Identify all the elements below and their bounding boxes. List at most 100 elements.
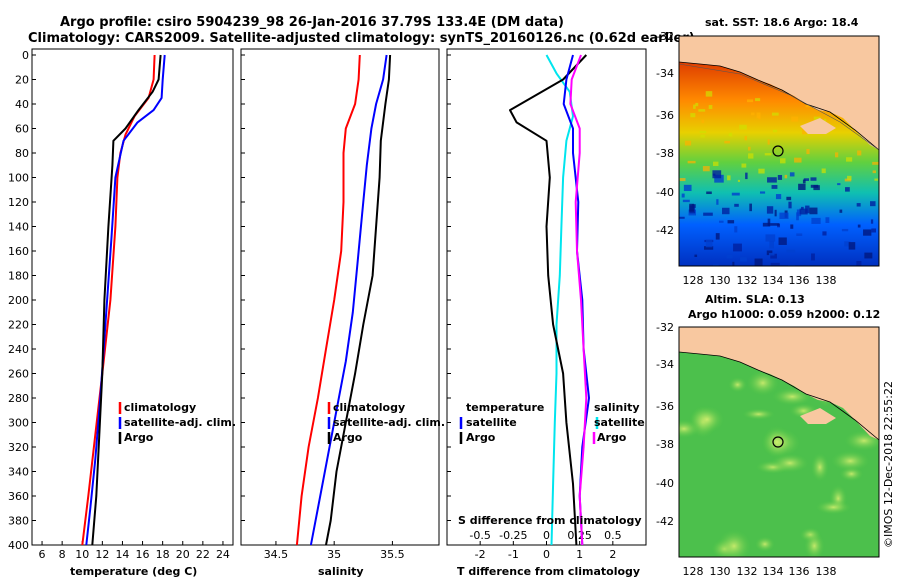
- s-difference-xlabel: S difference from climatology: [458, 514, 642, 527]
- sst-speckle: [835, 152, 839, 158]
- y-tick-label: 120: [8, 196, 29, 209]
- sst-speckle: [872, 161, 879, 165]
- x-tick-label: 8: [59, 548, 66, 561]
- sst-lat-label: -34: [656, 67, 674, 80]
- sst-speckle: [802, 179, 806, 184]
- sst-speckle: [784, 174, 788, 179]
- sla-lat-label: -42: [656, 515, 674, 528]
- sst-speckle: [803, 178, 810, 181]
- sla-lat-label: -34: [656, 358, 674, 371]
- sst-speckle: [732, 261, 735, 266]
- sst-speckle: [870, 219, 874, 224]
- sst-speckle: [767, 177, 777, 183]
- sst-texture: [679, 90, 879, 266]
- sst-speckle: [780, 158, 786, 164]
- sst-speckle: [799, 208, 808, 215]
- sst-speckle: [713, 161, 719, 166]
- sst-speckle: [796, 209, 802, 217]
- x-top-tick-label: 0.25: [567, 529, 592, 542]
- sst-speckle: [810, 177, 817, 181]
- x-tick-label: 2: [609, 548, 616, 561]
- sst-speckle: [846, 157, 853, 162]
- sst-speckle: [801, 206, 804, 210]
- sst-speckle: [700, 134, 705, 138]
- sst-speckle: [863, 229, 872, 236]
- sst-map-frame: [678, 35, 880, 267]
- sla-lat-label: -32: [656, 321, 674, 334]
- sst-speckle: [722, 207, 730, 215]
- sst-speckle: [813, 116, 821, 120]
- sla-anomaly-blob: [688, 404, 726, 434]
- sst-speckle: [771, 112, 779, 116]
- sst-lat-label: -32: [656, 30, 674, 43]
- sla-lon-label: 132: [737, 565, 758, 578]
- sla-map: [679, 327, 879, 557]
- sst-lon-label: 134: [763, 274, 784, 287]
- difference-plot: -2 -1 0 1 2 -0.5 -0.25 0 0.25 0.5: [469, 54, 622, 561]
- legend-argo: Argo: [333, 431, 363, 444]
- x-tick-label: -2: [475, 548, 486, 561]
- sla-argo-location-marker: [772, 436, 784, 448]
- x-tick-label: 35.5: [380, 548, 405, 561]
- sst-speckle: [693, 104, 696, 109]
- y-tick-label: 80: [15, 147, 29, 160]
- x-top-tick-label: -0.25: [499, 529, 527, 542]
- sst-lat-label: -42: [656, 224, 674, 237]
- sst-speckle: [734, 226, 738, 233]
- sst-speckle: [809, 207, 818, 215]
- sla-anomaly-blob: [761, 424, 793, 460]
- sst-speckle: [744, 135, 748, 141]
- sst-speckle: [775, 194, 782, 200]
- sst-speckle: [733, 243, 742, 252]
- sst-speckle: [716, 199, 719, 205]
- legend-temperature-title: temperature: [466, 401, 544, 414]
- sst-speckle: [806, 148, 810, 155]
- sst-speckle: [740, 257, 747, 262]
- legend-satellite-adj: satellite-adj. clim.: [124, 416, 236, 429]
- sst-speckle: [715, 233, 720, 240]
- y-tick-label: 360: [8, 490, 29, 503]
- y-tick-label: 240: [8, 343, 29, 356]
- sst-speckle: [762, 222, 771, 227]
- sst-lat-label: -36: [656, 109, 674, 122]
- x-tick-label: -1: [508, 548, 519, 561]
- sst-speckle: [848, 242, 856, 250]
- sla-anomaly-blob: [727, 376, 748, 393]
- legend-climatology: climatology: [333, 401, 405, 414]
- sst-lon-label: 130: [710, 274, 731, 287]
- legend-salinity-title: salinity: [594, 401, 640, 414]
- sst-speckle: [745, 172, 748, 180]
- sst-speckle: [767, 139, 770, 145]
- sst-speckle: [770, 262, 780, 266]
- sst-speckle: [810, 184, 819, 188]
- sst-isobath: [679, 63, 879, 151]
- sla-lat-label: -38: [656, 438, 674, 451]
- sla-anomaly-blob: [829, 449, 872, 473]
- series-line-temperature-satellite: [545, 54, 574, 546]
- sst-speckle: [683, 184, 692, 192]
- x-tick-label: 6: [39, 548, 46, 561]
- legend-s-satellite: satellite: [594, 416, 645, 429]
- sst-speckle: [789, 172, 795, 177]
- sst-speckle: [823, 118, 827, 123]
- sst-speckle: [870, 201, 876, 207]
- y-tick-label: 300: [8, 417, 29, 430]
- sst-speckle: [770, 223, 780, 226]
- sst-speckle: [779, 212, 789, 219]
- x-tick-label: 12: [95, 548, 109, 561]
- sla-anomaly-blob: [803, 530, 826, 557]
- sst-speckle: [703, 212, 713, 216]
- sst-speckle: [772, 129, 778, 133]
- sst-argo-location-marker: [772, 145, 784, 157]
- legend-climatology: climatology: [124, 401, 196, 414]
- x-tick-label: 14: [115, 548, 129, 561]
- sst-speckle: [724, 140, 731, 144]
- y-tick-label: 400: [8, 539, 29, 552]
- sst-speckle: [874, 178, 879, 181]
- sst-speckle: [764, 153, 772, 156]
- sst-speckle: [791, 116, 799, 122]
- title-line1: Argo profile: csiro 5904239_98 26-Jan-20…: [60, 15, 564, 30]
- x-top-tick-label: 0.5: [604, 529, 622, 542]
- series-line-satellite-adj-clim-: [85, 54, 166, 546]
